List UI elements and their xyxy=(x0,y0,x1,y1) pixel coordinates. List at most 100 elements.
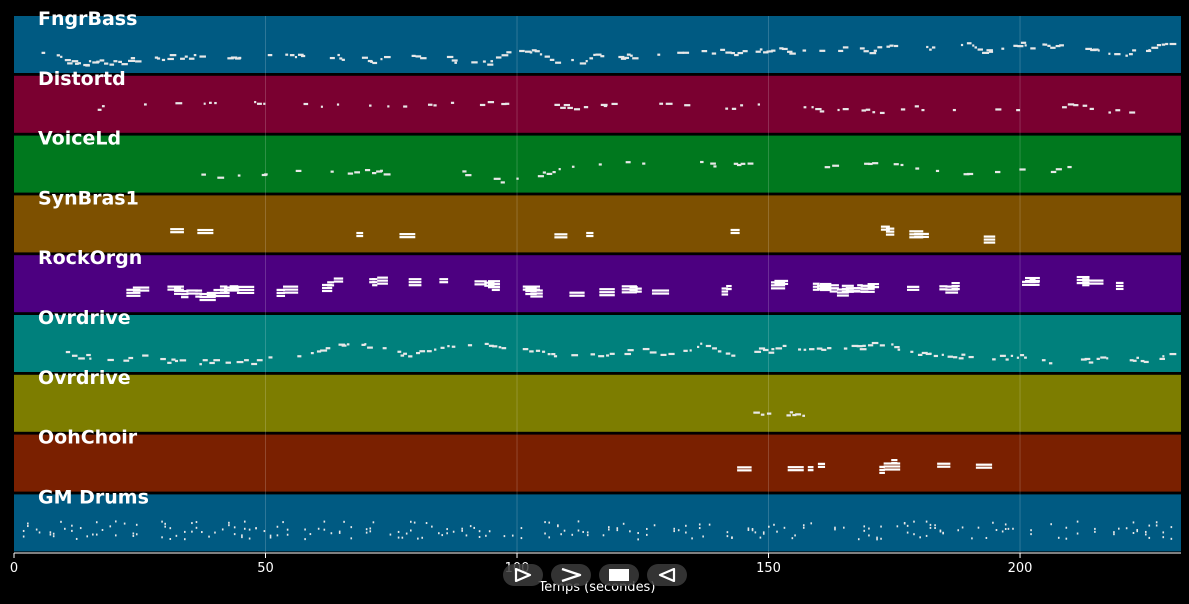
note xyxy=(947,355,953,358)
note xyxy=(1024,356,1027,359)
note xyxy=(79,527,82,530)
note xyxy=(824,284,839,287)
note xyxy=(1024,44,1027,47)
note xyxy=(787,469,804,472)
note xyxy=(1020,354,1025,357)
note xyxy=(871,341,879,345)
note xyxy=(361,56,368,59)
note xyxy=(1067,165,1072,169)
note xyxy=(1170,526,1173,529)
track-lane xyxy=(14,374,1181,432)
note xyxy=(174,289,182,292)
note xyxy=(171,358,176,361)
note xyxy=(673,527,676,530)
note xyxy=(397,536,400,539)
note xyxy=(880,525,882,528)
note xyxy=(1047,44,1051,47)
note xyxy=(1115,284,1124,288)
note xyxy=(167,361,172,364)
note xyxy=(60,520,62,523)
note xyxy=(867,283,880,286)
note xyxy=(598,355,605,358)
note xyxy=(461,529,463,532)
note xyxy=(478,530,481,533)
note xyxy=(1170,537,1173,540)
note xyxy=(295,169,302,173)
note xyxy=(142,354,149,357)
note xyxy=(1010,354,1014,357)
note xyxy=(294,55,298,59)
note xyxy=(286,533,289,536)
note xyxy=(75,537,78,540)
note xyxy=(135,60,142,63)
note xyxy=(571,58,574,62)
back-button[interactable] xyxy=(647,564,687,586)
note xyxy=(985,536,988,539)
note xyxy=(986,49,993,52)
note xyxy=(600,55,605,58)
track-notes xyxy=(41,41,1177,67)
note xyxy=(179,359,187,362)
note xyxy=(67,62,73,65)
note xyxy=(382,347,387,350)
note xyxy=(995,529,998,532)
note xyxy=(1136,530,1139,533)
note xyxy=(219,285,228,288)
note xyxy=(446,55,454,59)
note xyxy=(891,343,894,346)
note xyxy=(757,103,761,106)
note xyxy=(473,526,476,529)
note xyxy=(595,53,602,56)
note xyxy=(1067,103,1075,106)
note xyxy=(22,535,25,538)
note xyxy=(1115,287,1124,291)
play-button[interactable] xyxy=(503,564,543,586)
note xyxy=(487,101,495,104)
note xyxy=(651,292,670,295)
note xyxy=(593,53,596,56)
note xyxy=(1065,526,1068,529)
track-name: OohChoir xyxy=(38,427,138,449)
note xyxy=(487,280,501,283)
note xyxy=(505,102,510,105)
note xyxy=(323,520,326,523)
note xyxy=(169,54,177,57)
note xyxy=(164,522,166,525)
note xyxy=(925,534,928,537)
note xyxy=(276,525,279,528)
note xyxy=(522,348,529,351)
note xyxy=(939,529,942,532)
note xyxy=(697,345,700,349)
forward-button[interactable] xyxy=(551,564,591,586)
track-lane xyxy=(14,315,1181,372)
note xyxy=(235,57,241,60)
play-back-icon xyxy=(658,568,676,582)
note xyxy=(731,537,733,540)
note xyxy=(276,291,286,295)
note xyxy=(766,50,770,53)
note xyxy=(891,461,898,465)
note xyxy=(1148,536,1151,539)
note xyxy=(630,54,633,57)
note xyxy=(867,344,874,347)
note xyxy=(1143,360,1149,364)
stop-button[interactable] xyxy=(599,564,639,586)
note xyxy=(569,291,585,294)
note xyxy=(228,521,230,524)
note xyxy=(339,57,343,60)
note xyxy=(1017,45,1024,48)
note xyxy=(85,64,90,67)
note xyxy=(845,290,860,293)
note xyxy=(329,56,335,60)
note xyxy=(906,531,909,534)
note xyxy=(143,103,147,106)
note xyxy=(128,356,134,360)
note xyxy=(900,163,904,167)
stop-icon xyxy=(609,569,629,581)
note xyxy=(1159,357,1165,361)
note xyxy=(441,534,444,537)
note xyxy=(720,48,726,51)
note xyxy=(906,524,909,527)
note xyxy=(711,52,717,55)
note xyxy=(618,55,625,59)
